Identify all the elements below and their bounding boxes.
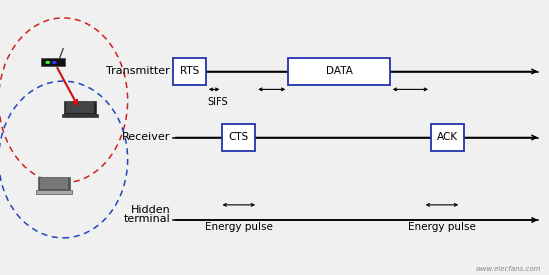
Bar bbox=[36, 190, 72, 194]
Bar bbox=[38, 177, 70, 191]
Bar bbox=[222, 124, 255, 151]
Text: www.elecfans.com: www.elecfans.com bbox=[475, 266, 541, 272]
Text: Energy pulse: Energy pulse bbox=[205, 222, 273, 232]
Bar bbox=[62, 114, 98, 117]
Text: DATA: DATA bbox=[326, 67, 352, 76]
Bar bbox=[431, 124, 464, 151]
Text: Transmitter: Transmitter bbox=[107, 67, 170, 76]
Text: Hidden: Hidden bbox=[131, 205, 170, 215]
Text: CTS: CTS bbox=[229, 133, 249, 142]
Text: SIFS: SIFS bbox=[208, 97, 228, 107]
Bar bbox=[41, 58, 65, 66]
Text: RTS: RTS bbox=[180, 67, 199, 76]
Text: terminal: terminal bbox=[124, 214, 170, 224]
Text: Receiver: Receiver bbox=[122, 133, 170, 142]
Bar bbox=[173, 59, 206, 85]
Circle shape bbox=[53, 62, 56, 63]
Bar bbox=[64, 101, 96, 114]
Text: Energy pulse: Energy pulse bbox=[408, 222, 476, 232]
Circle shape bbox=[46, 62, 49, 63]
Text: ACK: ACK bbox=[437, 133, 458, 142]
Bar bbox=[288, 59, 390, 85]
Bar bbox=[66, 102, 94, 113]
Bar bbox=[40, 178, 68, 189]
